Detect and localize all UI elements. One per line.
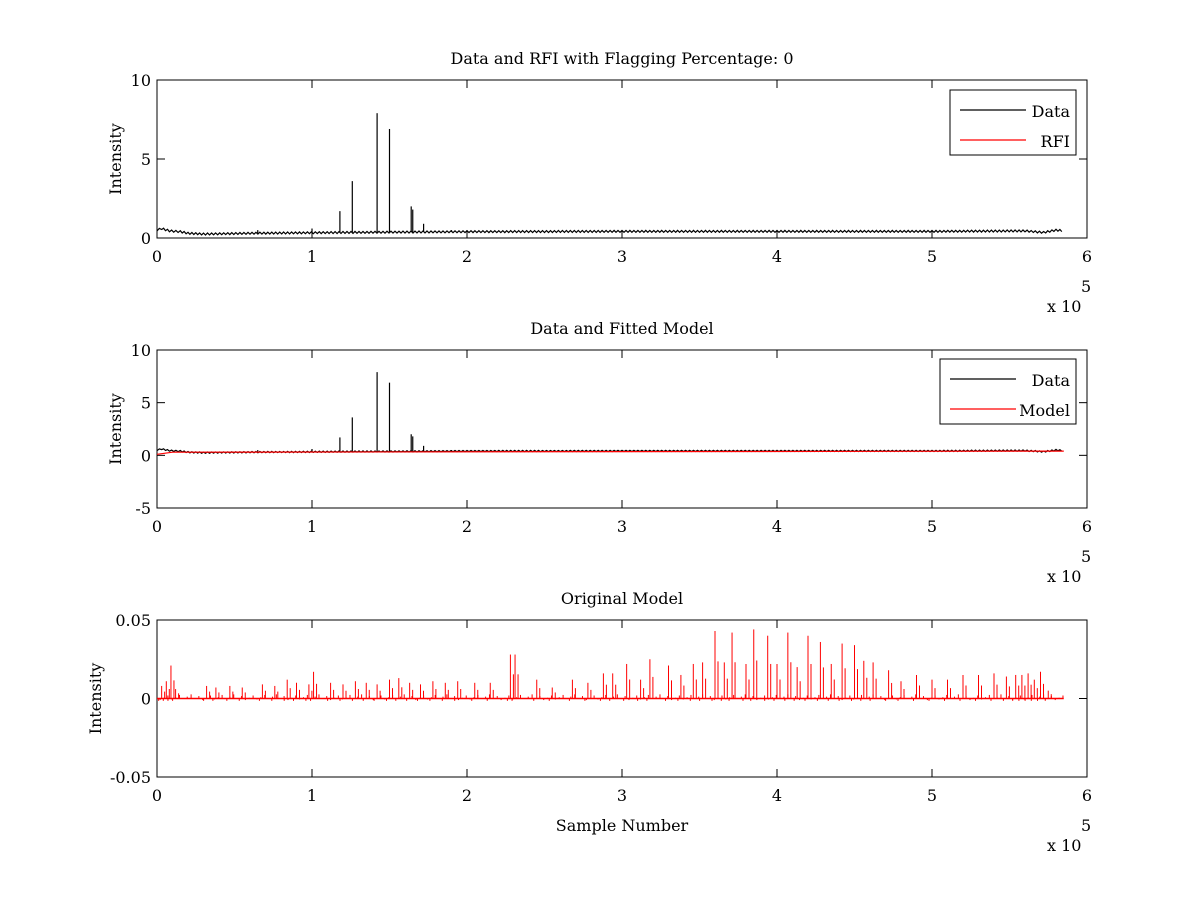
x-tick-label: 2 xyxy=(462,786,472,805)
y-tick-label: 0 xyxy=(141,229,151,248)
plot-area xyxy=(157,629,1064,701)
x-tick-label: 4 xyxy=(772,786,782,805)
x-tick-label: 5 xyxy=(927,786,937,805)
chart-title: Data and RFI with Flagging Percentage: 0 xyxy=(450,49,793,68)
x-tick-label: 0 xyxy=(152,786,162,805)
data-series-baseline xyxy=(157,227,1063,236)
subplot-3: Original Model Intensity Sample Number 0 1 2 3… xyxy=(86,589,1092,855)
chart-title: Original Model xyxy=(561,589,683,608)
plot-area xyxy=(157,372,1064,455)
x-tick-label: 4 xyxy=(772,247,782,266)
x-tick-label: 4 xyxy=(772,517,782,536)
x-tick-label: 5 xyxy=(927,517,937,536)
legend-entry-label: Model xyxy=(1019,401,1070,420)
x-tick-label: 2 xyxy=(462,517,472,536)
x-tick-label: 3 xyxy=(617,786,627,805)
x-multiplier-label: x 10 xyxy=(1047,836,1081,855)
legend-entry-label: Data xyxy=(1032,102,1071,121)
legend: Data RFI xyxy=(949,89,1077,156)
y-axis-label: Intensity xyxy=(86,663,105,735)
x-tick-label: 0 xyxy=(152,517,162,536)
y-axis-label: Intensity xyxy=(106,123,125,195)
plot-area xyxy=(157,113,1063,236)
x-tick-label: 6 xyxy=(1082,517,1092,536)
y-tick-label: 10 xyxy=(131,341,151,360)
x-multiplier-label: x 10 xyxy=(1047,567,1081,586)
legend: Data Model xyxy=(939,358,1077,425)
legend-box xyxy=(939,358,1077,425)
x-tick-label: 2 xyxy=(462,247,472,266)
x-tick-label: 0 xyxy=(152,247,162,266)
model-series-line xyxy=(157,450,1064,455)
subplot-1: Data and RFI with Flagging Percentage: 0… xyxy=(106,49,1092,316)
y-axis-label: Intensity xyxy=(106,393,125,465)
y-tick-label: -5 xyxy=(135,499,151,518)
x-multiplier-label: x 10 xyxy=(1047,297,1081,316)
y-tick-label: -0.05 xyxy=(110,768,151,787)
subplot-2: Data and Fitted Model Intensity 0 1 2 3 4 5 6 x 1… xyxy=(106,319,1092,586)
legend-box xyxy=(949,89,1077,156)
legend-entry-label: RFI xyxy=(1041,132,1070,151)
x-tick-label: 6 xyxy=(1082,247,1092,266)
y-tick-label: 0 xyxy=(141,446,151,465)
x-axis-label: Sample Number xyxy=(556,816,689,835)
x-tick-label: 3 xyxy=(617,517,627,536)
y-tick-label: 0.05 xyxy=(115,611,151,630)
y-tick-label: 5 xyxy=(141,150,151,169)
chart-title: Data and Fitted Model xyxy=(530,319,713,338)
y-tick-label: 0 xyxy=(141,690,151,709)
y-tick-label: 5 xyxy=(141,394,151,413)
x-multiplier-exponent: 5 xyxy=(1081,277,1091,296)
x-tick-label: 3 xyxy=(617,247,627,266)
x-tick-label: 5 xyxy=(927,247,937,266)
x-tick-label: 6 xyxy=(1082,786,1092,805)
legend-entry-label: Data xyxy=(1032,371,1071,390)
x-tick-label: 1 xyxy=(307,517,317,536)
x-multiplier-exponent: 5 xyxy=(1081,816,1091,835)
x-tick-label: 1 xyxy=(307,786,317,805)
x-tick-label: 1 xyxy=(307,247,317,266)
y-tick-label: 10 xyxy=(131,71,151,90)
x-multiplier-exponent: 5 xyxy=(1081,547,1091,566)
